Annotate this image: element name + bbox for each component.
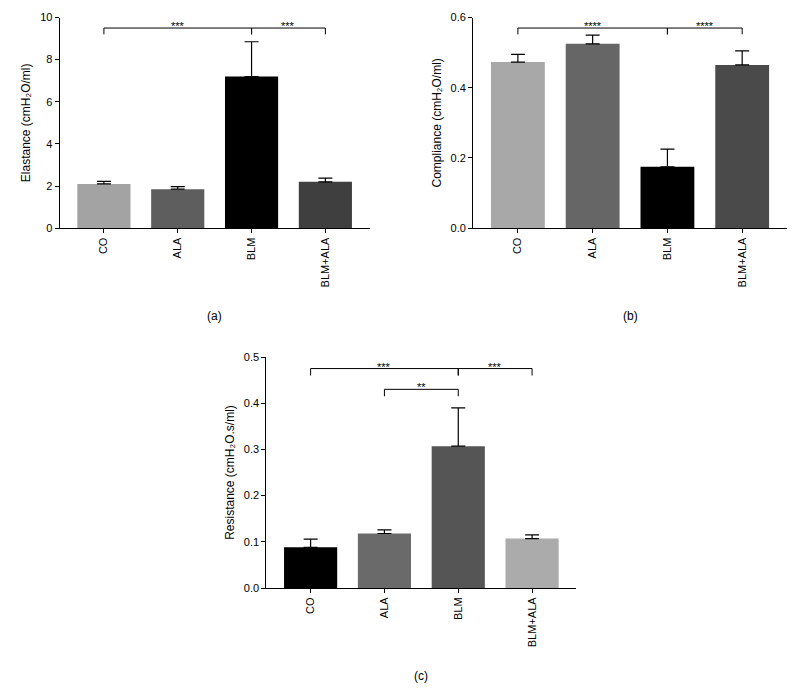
svg-text:CO: CO (304, 597, 316, 614)
svg-text:0: 0 (46, 222, 52, 234)
svg-text:BLM+ALA: BLM+ALA (526, 597, 538, 647)
svg-text:0.6: 0.6 (451, 11, 466, 23)
svg-text:4: 4 (46, 138, 52, 150)
svg-text:***: *** (377, 361, 391, 373)
svg-text:****: **** (696, 20, 714, 32)
svg-text:0.4: 0.4 (244, 397, 259, 409)
svg-text:***: *** (281, 20, 295, 32)
svg-text:0.0: 0.0 (244, 582, 259, 594)
svg-text:BLM+ALA: BLM+ALA (736, 237, 748, 287)
svg-text:ALA: ALA (378, 597, 390, 618)
svg-text:0.3: 0.3 (244, 443, 259, 455)
svg-text:***: *** (171, 20, 185, 32)
svg-text:0.4: 0.4 (451, 82, 466, 94)
svg-text:***: *** (488, 361, 502, 373)
svg-text:BLM: BLM (245, 238, 257, 261)
svg-text:**: ** (417, 381, 426, 393)
svg-text:8: 8 (46, 53, 52, 65)
svg-text:BLM: BLM (661, 238, 673, 261)
svg-text:CO: CO (97, 237, 109, 254)
svg-text:Elastance (cmH₂O/ml): Elastance (cmH₂O/ml) (19, 64, 33, 183)
svg-text:0.0: 0.0 (451, 222, 466, 234)
svg-text:0.2: 0.2 (451, 152, 466, 164)
svg-text:BLM+ALA: BLM+ALA (319, 237, 331, 287)
svg-text:(b): (b) (623, 309, 638, 323)
svg-text:0.1: 0.1 (244, 536, 259, 548)
svg-text:Compliance (cmH₂O/ml): Compliance (cmH₂O/ml) (430, 58, 444, 187)
svg-text:****: **** (584, 20, 602, 32)
svg-text:10: 10 (40, 11, 52, 23)
svg-text:6: 6 (46, 96, 52, 108)
svg-text:CO: CO (511, 237, 523, 254)
svg-text:0.5: 0.5 (244, 351, 259, 363)
svg-text:(c): (c) (414, 669, 428, 683)
svg-text:0.2: 0.2 (244, 489, 259, 501)
svg-text:2: 2 (46, 180, 52, 192)
svg-text:Resistance (cmH₂O.s/ml): Resistance (cmH₂O.s/ml) (223, 405, 237, 540)
svg-text:(a): (a) (207, 309, 222, 323)
svg-text:BLM: BLM (452, 597, 464, 620)
svg-text:ALA: ALA (586, 237, 598, 258)
svg-text:ALA: ALA (171, 237, 183, 258)
